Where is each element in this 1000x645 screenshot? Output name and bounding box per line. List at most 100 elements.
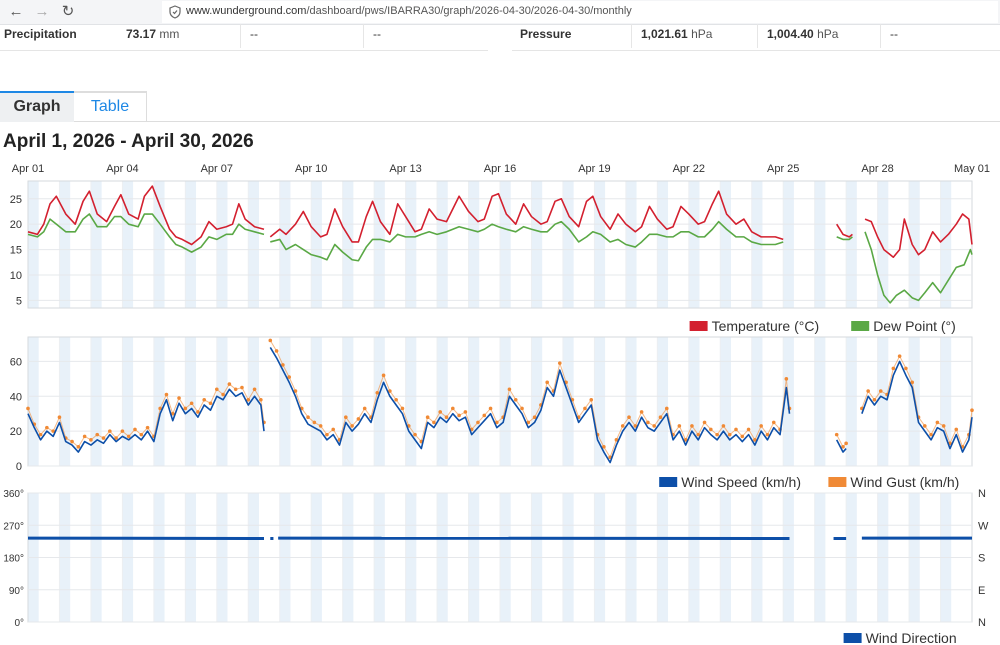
chart-panel: 60 40 20 0 Wind Gust (km/h) Wind Speed (km/h) <box>10 336 974 490</box>
night-band <box>562 337 574 466</box>
chart-panel: 360° N 270° W 180° S 90° E 0° N Wind Direction <box>3 488 989 645</box>
night-band <box>814 181 826 308</box>
pressure-high-number: 1,021.61 <box>641 27 688 41</box>
y-tick-label: 25 <box>10 194 22 206</box>
url-host: www.wunderground.com <box>186 5 307 17</box>
address-url: www.wunderground.com/dashboard/pws/IBARR… <box>186 5 632 17</box>
night-band <box>877 337 889 466</box>
pressure-high: 1,021.61 hPa <box>641 27 712 41</box>
night-band <box>688 181 700 308</box>
night-band <box>90 337 102 466</box>
x-tick-label: Apr 16 <box>484 163 516 175</box>
night-band <box>311 181 322 308</box>
night-band <box>90 181 102 308</box>
night-band <box>783 181 794 308</box>
y-tick-label: 5 <box>16 295 22 307</box>
x-tick-label: Apr 22 <box>673 163 705 175</box>
night-band <box>625 181 637 308</box>
night-band <box>940 181 952 308</box>
legend-swatch <box>689 321 708 331</box>
y-tick-label: 0 <box>16 461 22 473</box>
series-line-gust <box>27 383 265 448</box>
night-band <box>657 181 669 308</box>
precip-label: Precipitation <box>4 27 77 41</box>
forward-arrow-icon[interactable]: → <box>34 3 50 20</box>
series-line-dew <box>27 213 265 253</box>
y-tick-label: 15 <box>10 245 22 257</box>
night-band <box>657 337 669 466</box>
x-tick-label: Apr 07 <box>201 163 233 175</box>
reload-icon[interactable]: ↻ <box>61 3 75 20</box>
series-line-gust <box>861 355 973 449</box>
night-band <box>751 337 763 466</box>
divider <box>631 24 632 48</box>
night-band <box>531 181 543 308</box>
series-line-dew <box>270 220 784 262</box>
tab-table[interactable]: Table <box>74 91 147 122</box>
x-tick-label: Apr 19 <box>578 163 610 175</box>
legend-swatch <box>828 477 847 487</box>
series-line-dew <box>836 236 853 241</box>
y-tick-label: 10 <box>10 270 22 282</box>
pressure-low-number: 1,004.40 <box>767 27 814 41</box>
y-tick-label: 90° <box>9 586 24 597</box>
night-band <box>28 181 39 308</box>
series-line-temperature <box>27 185 265 246</box>
series-line-temperature <box>864 213 973 259</box>
pressure-high-unit: hPa <box>691 27 713 41</box>
series-line-wind <box>27 388 265 453</box>
view-tabs: Graph Table <box>0 91 1000 122</box>
divider <box>0 50 488 51</box>
divider <box>757 24 758 48</box>
night-band <box>311 337 322 466</box>
tab-graph[interactable]: Graph <box>0 91 74 122</box>
precip-number: 73.17 <box>126 27 157 41</box>
night-band <box>374 181 385 308</box>
legend-label: Wind Direction <box>866 630 957 645</box>
night-band <box>720 181 731 308</box>
night-band <box>531 337 543 466</box>
x-tick-label: Apr 28 <box>861 163 893 175</box>
night-band <box>342 337 354 466</box>
night-band <box>500 337 511 466</box>
summary-row: Precipitation 73.17 mm -- -- Pressure 1,… <box>0 24 1000 50</box>
legend-label: Dew Point (°) <box>873 318 956 334</box>
date-range-title: April 1, 2026 - April 30, 2026 <box>3 131 254 152</box>
pressure-label: Pressure <box>520 27 572 41</box>
night-band <box>185 337 197 466</box>
series-line-gust <box>836 434 847 448</box>
night-band <box>688 337 700 466</box>
night-band <box>122 181 134 308</box>
shield-icon <box>169 5 181 19</box>
y-tick-label: 360° <box>3 489 24 500</box>
series-line-temperature <box>269 190 784 243</box>
night-band <box>405 337 417 466</box>
night-band <box>846 181 857 308</box>
y-tick-label-right: N <box>978 617 986 629</box>
precip-unit: mm <box>159 27 180 41</box>
night-band <box>405 181 417 308</box>
pressure-low: 1,004.40 hPa <box>767 27 838 41</box>
url-path: /dashboard/pws/IBARRA30/graph/2026-04-30… <box>306 5 632 17</box>
night-band <box>59 337 71 466</box>
night-band <box>279 337 291 466</box>
night-band <box>846 337 857 466</box>
x-tick-label: Apr 25 <box>767 163 799 175</box>
back-arrow-icon[interactable]: ← <box>8 3 24 20</box>
night-band <box>248 337 259 466</box>
night-band <box>248 181 259 308</box>
y-tick-label-right: E <box>978 585 985 597</box>
precip-col4: -- <box>373 27 381 41</box>
night-band <box>279 181 291 308</box>
night-band <box>751 181 763 308</box>
chart-panel: 25 20 15 10 5 Dew Point (°) Temperature (°C) <box>10 180 973 334</box>
y-tick-label-right: S <box>978 553 985 565</box>
address-bar[interactable] <box>162 1 998 23</box>
night-band <box>594 337 606 466</box>
night-band <box>909 181 920 308</box>
x-tick-label: Apr 04 <box>106 163 138 175</box>
y-tick-label: 0° <box>14 618 24 629</box>
night-band <box>814 337 826 466</box>
divider <box>363 24 364 48</box>
